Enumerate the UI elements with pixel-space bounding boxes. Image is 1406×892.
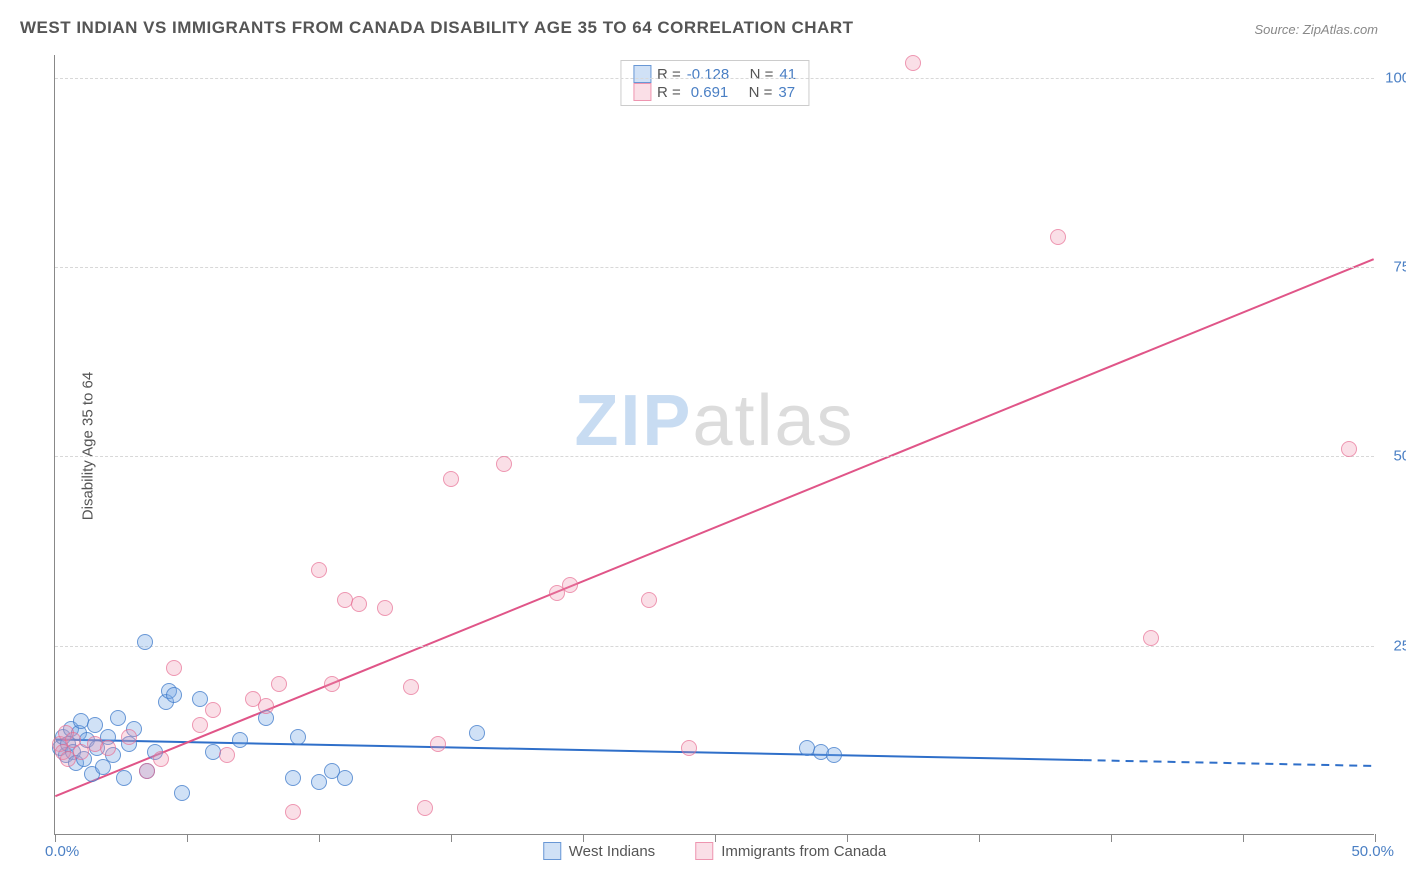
data-point: [337, 770, 353, 786]
x-tick: [1111, 834, 1112, 842]
data-point: [219, 747, 235, 763]
y-tick-label: 50.0%: [1393, 448, 1406, 465]
data-point: [403, 679, 419, 695]
data-point: [192, 717, 208, 733]
data-point: [121, 729, 137, 745]
series-legend: West Indians Immigrants from Canada: [543, 842, 887, 860]
data-point: [311, 562, 327, 578]
data-point: [1143, 630, 1159, 646]
x-tick: [715, 834, 716, 842]
chart-title: WEST INDIAN VS IMMIGRANTS FROM CANADA DI…: [20, 18, 854, 38]
data-point: [87, 717, 103, 733]
plot-area: ZIPatlas R = -0.128 N = 41 R = 0.691 N =…: [54, 55, 1374, 835]
data-point: [116, 770, 132, 786]
data-point: [324, 676, 340, 692]
data-point: [205, 702, 221, 718]
data-point: [496, 456, 512, 472]
data-point: [110, 710, 126, 726]
x-axis-min-label: 0.0%: [45, 843, 79, 860]
y-tick-label: 25.0%: [1393, 637, 1406, 654]
data-point: [100, 740, 116, 756]
data-point: [166, 660, 182, 676]
data-point: [192, 691, 208, 707]
x-tick: [1375, 834, 1376, 842]
y-tick-label: 100.0%: [1385, 69, 1406, 86]
x-axis-max-label: 50.0%: [1351, 843, 1394, 860]
x-tick: [979, 834, 980, 842]
data-point: [285, 770, 301, 786]
data-point: [166, 687, 182, 703]
data-point: [641, 592, 657, 608]
gridline: [55, 78, 1374, 79]
data-point: [562, 577, 578, 593]
trend-lines: [55, 55, 1374, 834]
data-point: [377, 600, 393, 616]
source-attribution: Source: ZipAtlas.com: [1254, 22, 1378, 37]
data-point: [271, 676, 287, 692]
legend-item-series-1: West Indians: [543, 842, 655, 860]
x-tick: [583, 834, 584, 842]
x-tick: [187, 834, 188, 842]
data-point: [351, 596, 367, 612]
data-point: [137, 634, 153, 650]
data-point: [311, 774, 327, 790]
data-point: [139, 763, 155, 779]
watermark: ZIPatlas: [574, 380, 854, 462]
data-point: [905, 55, 921, 71]
data-point: [469, 725, 485, 741]
x-tick: [847, 834, 848, 842]
data-point: [290, 729, 306, 745]
swatch-series-2: [633, 83, 651, 101]
data-point: [232, 732, 248, 748]
legend-row-series-2: R = 0.691 N = 37: [633, 83, 796, 101]
data-point: [681, 740, 697, 756]
data-point: [443, 471, 459, 487]
gridline: [55, 646, 1374, 647]
legend-item-series-2: Immigrants from Canada: [695, 842, 886, 860]
swatch-icon: [695, 842, 713, 860]
gridline: [55, 456, 1374, 457]
data-point: [174, 785, 190, 801]
data-point: [1341, 441, 1357, 457]
x-tick: [1243, 834, 1244, 842]
x-tick: [451, 834, 452, 842]
data-point: [285, 804, 301, 820]
legend-row-series-1: R = -0.128 N = 41: [633, 65, 796, 83]
data-point: [826, 747, 842, 763]
x-tick: [319, 834, 320, 842]
data-point: [417, 800, 433, 816]
correlation-legend: R = -0.128 N = 41 R = 0.691 N = 37: [620, 60, 809, 106]
swatch-series-1: [633, 65, 651, 83]
data-point: [153, 751, 169, 767]
data-point: [258, 698, 274, 714]
y-tick-label: 75.0%: [1393, 259, 1406, 276]
gridline: [55, 267, 1374, 268]
x-tick: [55, 834, 56, 842]
data-point: [430, 736, 446, 752]
swatch-icon: [543, 842, 561, 860]
data-point: [1050, 229, 1066, 245]
